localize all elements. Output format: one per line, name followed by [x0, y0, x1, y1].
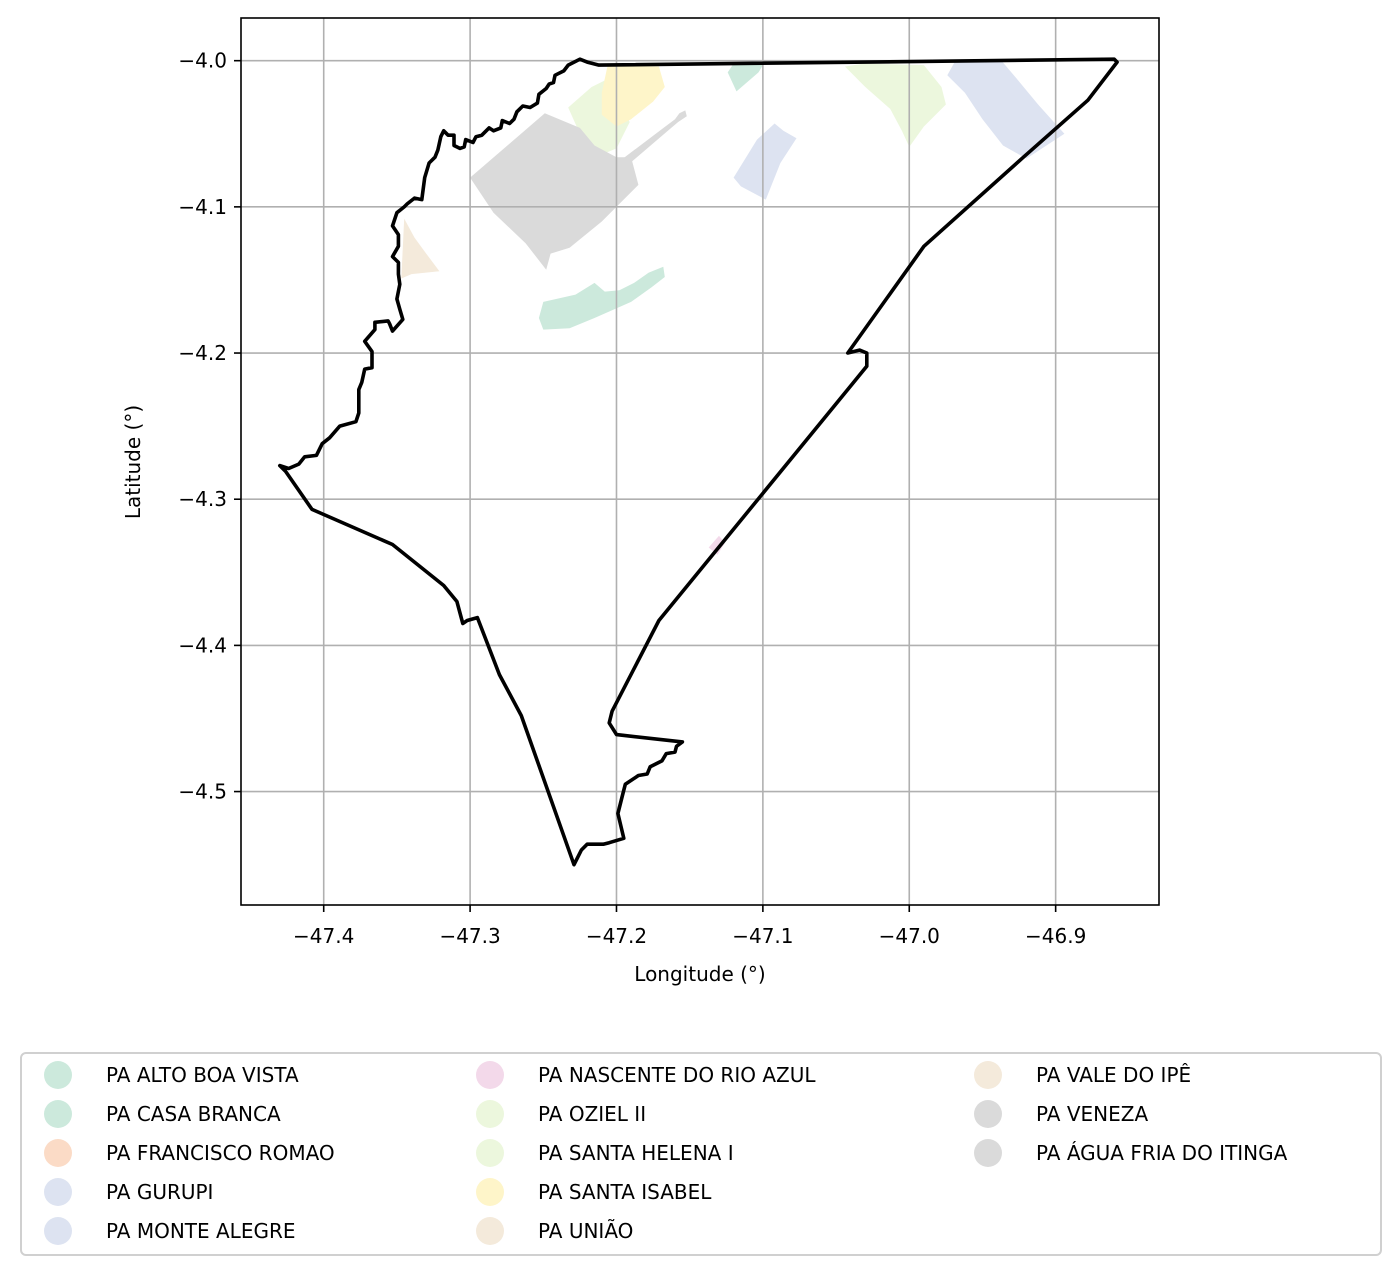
- legend-label: PA GURUPI: [106, 1180, 213, 1204]
- legend-marker-icon: [974, 1100, 1002, 1128]
- legend-marker-icon: [44, 1061, 72, 1089]
- legend-item: PA VALE DO IPÊ: [974, 1060, 1191, 1090]
- legend-marker-icon: [476, 1100, 504, 1128]
- legend-label: PA CASA BRANCA: [106, 1102, 281, 1126]
- x-tick-label-4: −47.0: [879, 924, 940, 948]
- y-tick-label-5: −4.5: [178, 780, 227, 804]
- legend-item: PA UNIÃO: [476, 1216, 633, 1246]
- x-tick-label-0: −47.4: [293, 924, 354, 948]
- legend-label: PA SANTA ISABEL: [538, 1180, 711, 1204]
- legend-item: PA SANTA ISABEL: [476, 1177, 711, 1207]
- legend-marker-icon: [476, 1139, 504, 1167]
- legend-label: PA FRANCISCO ROMAO: [106, 1141, 335, 1165]
- x-axis-label: Longitude (°): [634, 962, 765, 986]
- legend-label: PA VENEZA: [1036, 1102, 1148, 1126]
- legend-marker-icon: [476, 1217, 504, 1245]
- legend-item: PA FRANCISCO ROMAO: [44, 1138, 335, 1168]
- legend-item: PA GURUPI: [44, 1177, 213, 1207]
- x-tick-label-3: −47.1: [732, 924, 793, 948]
- legend-label: PA NASCENTE DO RIO AZUL: [538, 1063, 816, 1087]
- legend-item: PA NASCENTE DO RIO AZUL: [476, 1060, 816, 1090]
- x-tick-label-5: −46.9: [1025, 924, 1086, 948]
- x-tick-label-2: −47.2: [586, 924, 647, 948]
- legend-label: PA SANTA HELENA I: [538, 1141, 734, 1165]
- y-tick-label-0: −4.0: [178, 49, 227, 73]
- x-tick-label-1: −47.3: [439, 924, 500, 948]
- legend-label: PA VALE DO IPÊ: [1036, 1063, 1191, 1087]
- legend-marker-icon: [974, 1139, 1002, 1167]
- legend-marker-icon: [476, 1178, 504, 1206]
- legend-label: PA ÁGUA FRIA DO ITINGA: [1036, 1141, 1287, 1165]
- legend-item: PA CASA BRANCA: [44, 1099, 281, 1129]
- legend-item: PA ALTO BOA VISTA: [44, 1060, 299, 1090]
- legend-marker-icon: [44, 1100, 72, 1128]
- y-tick-label-3: −4.3: [178, 487, 227, 511]
- legend-label: PA OZIEL II: [538, 1102, 646, 1126]
- y-axis-label: Latitude (°): [121, 405, 145, 519]
- legend-label: PA MONTE ALEGRE: [106, 1219, 295, 1243]
- legend-label: PA UNIÃO: [538, 1219, 633, 1243]
- legend-marker-icon: [974, 1061, 1002, 1089]
- legend-item: PA MONTE ALEGRE: [44, 1216, 295, 1246]
- legend-item: PA OZIEL II: [476, 1099, 646, 1129]
- y-tick-label-2: −4.2: [178, 341, 227, 365]
- legend-marker-icon: [44, 1217, 72, 1245]
- legend-marker-icon: [44, 1178, 72, 1206]
- legend-label: PA ALTO BOA VISTA: [106, 1063, 299, 1087]
- legend-item: PA ÁGUA FRIA DO ITINGA: [974, 1138, 1287, 1168]
- y-tick-label-4: −4.4: [178, 633, 227, 657]
- legend-marker-icon: [44, 1139, 72, 1167]
- map-chart: −47.4 −47.3 −47.2 −47.1 −47.0 −46.9 −4.0 −4.1 −4…: [0, 0, 1400, 1050]
- legend-marker-icon: [476, 1061, 504, 1089]
- y-tick-label-1: −4.1: [178, 195, 227, 219]
- legend-item: PA SANTA HELENA I: [476, 1138, 734, 1168]
- legend-item: PA VENEZA: [974, 1099, 1148, 1129]
- legend: PA ALTO BOA VISTA PA CASA BRANCA PA FRANCI…: [20, 1052, 1382, 1256]
